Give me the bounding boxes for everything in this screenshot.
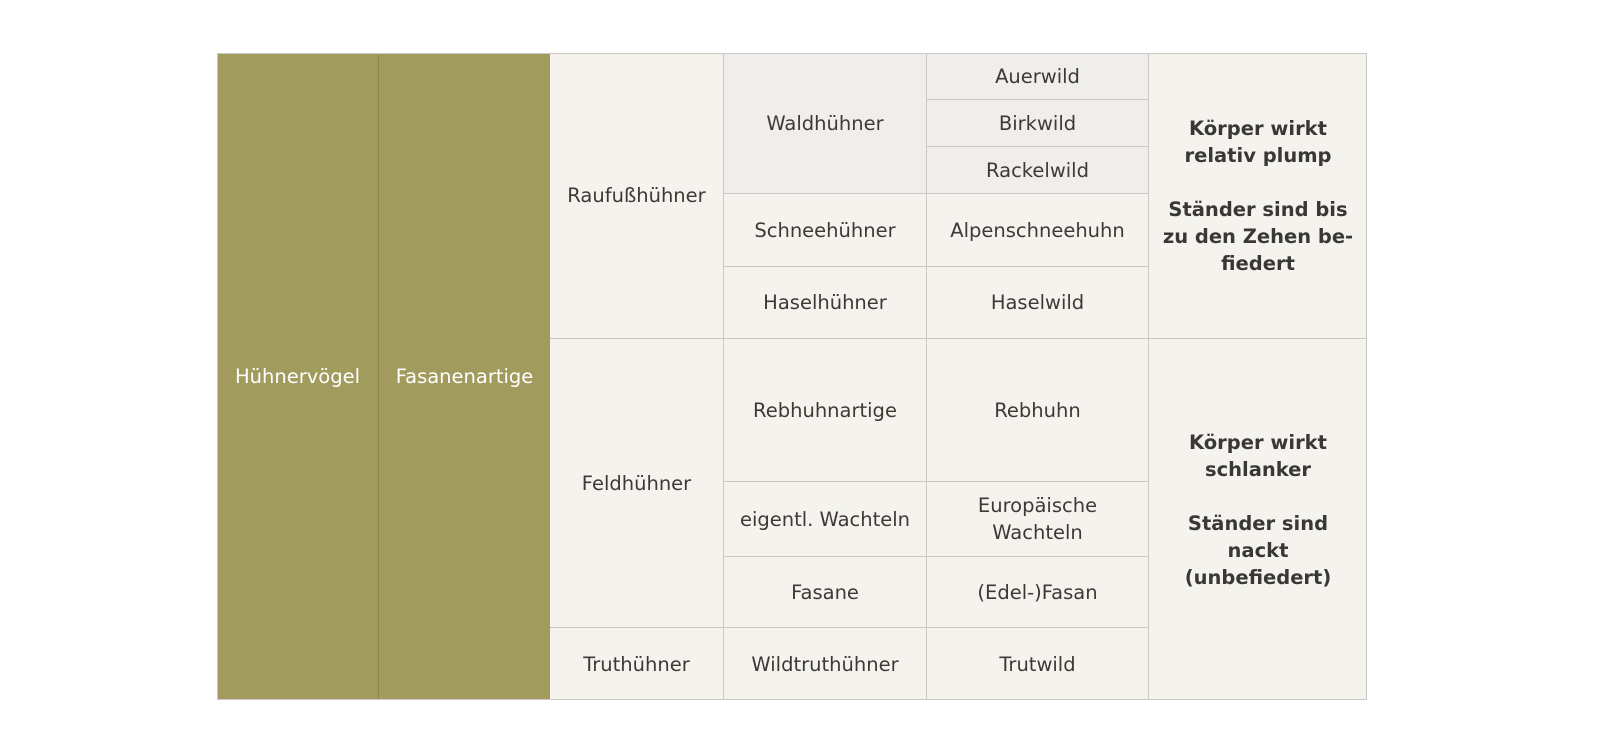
- note-text: Körper wirkt: [1189, 116, 1327, 140]
- note-text: nackt: [1227, 538, 1289, 562]
- note-text: (unbefiedert): [1184, 565, 1332, 589]
- species-cell-europaeische-wachteln: Europäische Wachteln: [927, 482, 1149, 557]
- note-text: zu den Zehen be-: [1162, 224, 1354, 248]
- group-label: Truthühner: [583, 652, 690, 676]
- subgroup-cell-rebhuhnartige: Rebhuhnartige: [724, 339, 927, 482]
- subgroup-cell-wachteln: eigentl. Wachteln: [724, 482, 927, 557]
- group-cell-raufusshuehner: Raufußhühner: [550, 53, 724, 339]
- species-label: Auerwild: [995, 64, 1080, 88]
- subgroup-label: Haselhühner: [763, 291, 887, 314]
- note-text: fiedert: [1221, 251, 1295, 275]
- subgroup-label: Fasane: [791, 580, 859, 604]
- note-text: relativ plump: [1184, 143, 1332, 167]
- subgroup-cell-haselhuehner: Haselhühner: [724, 267, 927, 339]
- subgroup-cell-wildtruthuehner: Wildtruthühner: [724, 628, 927, 700]
- subgroup-label: Rebhuhnartige: [753, 398, 897, 422]
- subgroup-cell-fasane: Fasane: [724, 557, 927, 628]
- subgroup-label: Waldhühner: [766, 111, 884, 135]
- species-cell-birkwild: Birkwild: [927, 100, 1149, 147]
- family-cell: Fasanenartige: [379, 53, 550, 700]
- species-label-line2: Wachteln: [992, 521, 1083, 544]
- species-cell-rackelwild: Rackelwild: [927, 147, 1149, 194]
- subgroup-label: Schneehühner: [754, 218, 896, 242]
- note-text: Körper wirkt: [1189, 430, 1327, 454]
- bird-classification-table: Hühnervögel Fasanenartige Raufußhühner F…: [217, 53, 1367, 700]
- species-cell-rebhuhn: Rebhuhn: [927, 339, 1149, 482]
- group-cell-truthuehner: Truthühner: [550, 628, 724, 700]
- order-label: Hühnervögel: [234, 365, 361, 388]
- species-cell-auerwild: Auerwild: [927, 53, 1149, 100]
- subgroup-label: eigentl. Wachteln: [739, 507, 911, 531]
- species-cell-alpenschneehuhn: Alpenschneehuhn: [927, 194, 1149, 267]
- subgroup-label: Wildtruthühner: [751, 652, 899, 676]
- species-cell-haselwild: Haselwild: [927, 267, 1149, 339]
- group-label: Raufußhühner: [567, 184, 706, 207]
- species-label: Haselwild: [990, 291, 1085, 314]
- species-label-line1: Europäische: [977, 494, 1098, 517]
- group-label: Feldhühner: [581, 471, 692, 495]
- species-label: Trutwild: [999, 652, 1076, 676]
- group-cell-feldhuehner: Feldhühner: [550, 339, 724, 628]
- species-cell-trutwild: Trutwild: [927, 628, 1149, 700]
- species-label: Birkwild: [998, 111, 1077, 135]
- species-cell-edelfasan: (Edel-)Fasan: [927, 557, 1149, 628]
- subgroup-cell-waldhuehner: Waldhühner: [724, 53, 927, 194]
- note-text: Ständer sind: [1187, 511, 1329, 535]
- order-cell: Hühnervögel: [217, 53, 379, 700]
- species-label: Rebhuhn: [994, 398, 1081, 422]
- species-label: (Edel-)Fasan: [977, 580, 1098, 604]
- subgroup-cell-schneehuehner: Schneehühner: [724, 194, 927, 267]
- note-text: schlanker: [1204, 457, 1312, 481]
- family-label: Fasanenartige: [395, 365, 534, 388]
- note-text: Ständer sind bis: [1168, 197, 1348, 221]
- species-label: Alpenschneehuhn: [950, 218, 1125, 242]
- note-cell-upper: Körper wirkt relativ plump Ständer sind …: [1149, 53, 1367, 339]
- species-label: Rackelwild: [986, 158, 1089, 182]
- note-cell-lower: Körper wirkt schlanker Ständer sind nack…: [1149, 339, 1367, 700]
